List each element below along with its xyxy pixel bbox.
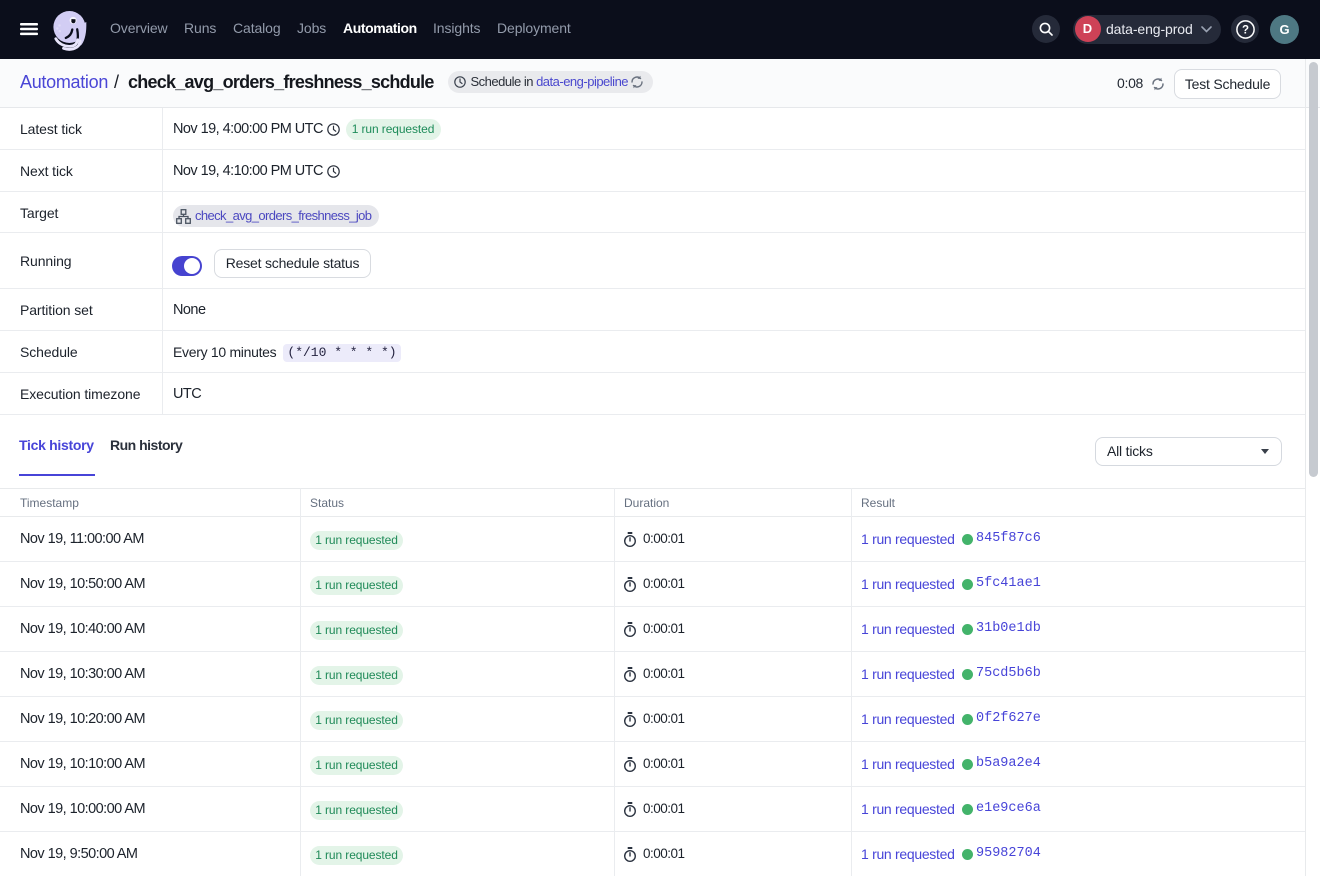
svg-text:?: ? bbox=[1242, 25, 1249, 37]
